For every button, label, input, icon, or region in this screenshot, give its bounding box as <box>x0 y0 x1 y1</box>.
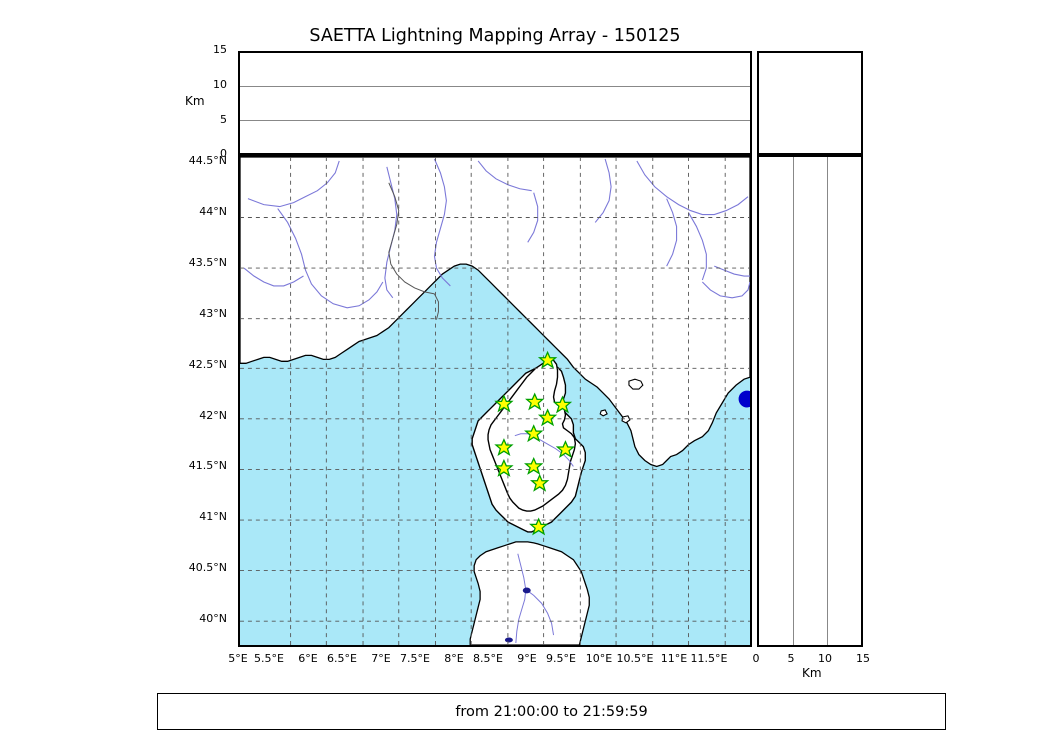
river <box>247 160 340 208</box>
river <box>636 160 749 216</box>
station-marker[interactable] <box>494 394 514 413</box>
station-marker[interactable] <box>525 392 545 411</box>
map-xtick-9.5E: 9.5°E <box>546 652 576 665</box>
river <box>243 267 304 287</box>
lake <box>522 587 531 594</box>
map-ytick-44N: 44°N <box>199 205 227 218</box>
top-panel-ytick-5: 5 <box>220 113 227 126</box>
river <box>527 192 539 243</box>
river-sardinia-2 <box>525 589 555 636</box>
right-panel-xtick-5: 5 <box>787 652 795 665</box>
right-panel-axis-label: Km <box>802 666 822 680</box>
station-marker[interactable] <box>528 517 549 536</box>
right-panel-gridline <box>826 157 828 645</box>
river <box>594 158 612 223</box>
station-marker[interactable] <box>494 438 514 457</box>
map-ytick-44.5N: 44.5°N <box>188 154 227 167</box>
small-island-2 <box>599 409 608 417</box>
station-marker[interactable] <box>555 440 576 459</box>
lake <box>504 637 513 643</box>
top-panel-axis-label: Km <box>185 94 205 108</box>
map-xtick-9E: 9°E <box>517 652 537 665</box>
station-marker[interactable] <box>537 408 558 427</box>
top-panel-ytick-0: 0 <box>220 147 227 160</box>
station-marker[interactable] <box>537 350 558 369</box>
map-ytick-42.5N: 42.5°N <box>188 358 227 371</box>
river-sardinia-1 <box>515 553 527 644</box>
map-ytick-43N: 43°N <box>199 307 227 320</box>
map-xtick-11.5E: 11.5°E <box>690 652 728 665</box>
top-panel-ytick-15: 15 <box>213 43 227 56</box>
river <box>701 281 750 299</box>
map-xtick-10.5E: 10.5°E <box>616 652 654 665</box>
map-ytick-41N: 41°N <box>199 510 227 523</box>
map-graphic <box>240 157 750 645</box>
map-ytick-40.5N: 40.5°N <box>188 561 227 574</box>
station-marker[interactable] <box>552 395 573 414</box>
small-island-1 <box>621 415 631 424</box>
river <box>714 265 750 277</box>
river <box>477 160 532 192</box>
river <box>666 198 678 267</box>
map-xtick-10E: 10°E <box>585 652 613 665</box>
map-xtick-7.5E: 7.5°E <box>400 652 430 665</box>
top-altitude-panel[interactable] <box>238 51 752 155</box>
map-ytick-40N: 40°N <box>199 612 227 625</box>
map-ytick-41.5N: 41.5°N <box>188 459 227 472</box>
time-range-box: from 21:00:00 to 21:59:59 <box>157 693 946 730</box>
elba-island <box>628 378 644 390</box>
map-xtick-5E: 5°E <box>228 652 248 665</box>
map-ytick-43.5N: 43.5°N <box>188 256 227 269</box>
country-borders-group <box>388 182 439 320</box>
map-xtick-6E: 6°E <box>298 652 318 665</box>
station-marker[interactable] <box>529 473 550 492</box>
mainland-europe <box>240 157 750 468</box>
map-xtick-8E: 8°E <box>444 652 464 665</box>
right-panel-xtick-10: 10 <box>818 652 832 665</box>
sardinia-island <box>469 541 590 645</box>
river <box>688 212 707 281</box>
corner-panel[interactable] <box>757 51 863 155</box>
station-marker[interactable] <box>524 456 544 475</box>
station-marker[interactable] <box>494 458 514 477</box>
map-xtick-8.5E: 8.5°E <box>473 652 503 665</box>
map-xtick-11E: 11°E <box>660 652 688 665</box>
right-panel-xtick-0: 0 <box>752 652 760 665</box>
page-title: SAETTA Lightning Mapping Array - 150125 <box>309 26 681 46</box>
map-xtick-6.5E: 6.5°E <box>327 652 357 665</box>
river-golo <box>514 433 574 467</box>
right-altitude-panel[interactable] <box>757 155 863 647</box>
station-markers-group[interactable] <box>494 350 576 536</box>
country-border <box>434 293 439 320</box>
top-panel-gridline <box>240 119 750 121</box>
top-panel-ytick-10: 10 <box>213 78 227 91</box>
map-xtick-7E: 7°E <box>371 652 391 665</box>
landmass-group <box>240 157 750 645</box>
map-xtick-5.5E: 5.5°E <box>254 652 284 665</box>
river <box>277 208 384 309</box>
lakes-group <box>504 587 531 643</box>
map-gridlines-group <box>240 157 750 645</box>
right-panel-xtick-15: 15 <box>856 652 870 665</box>
country-border <box>388 182 435 295</box>
station-marker[interactable] <box>524 424 544 443</box>
vhf-source-marker[interactable] <box>738 390 750 408</box>
time-range-label: from 21:00:00 to 21:59:59 <box>455 703 648 720</box>
river <box>433 158 451 287</box>
rivers-group <box>243 158 750 644</box>
top-panel-gridline <box>240 86 750 87</box>
map-panel[interactable] <box>238 155 752 647</box>
map-ytick-42N: 42°N <box>199 409 227 422</box>
right-panel-gridline <box>792 157 794 645</box>
